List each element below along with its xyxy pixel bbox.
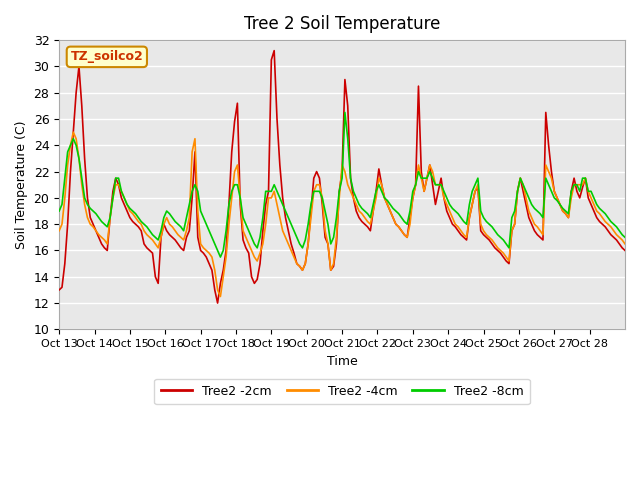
Y-axis label: Soil Temperature (C): Soil Temperature (C) (15, 120, 28, 249)
Text: TZ_soilco2: TZ_soilco2 (70, 50, 143, 63)
Legend: Tree2 -2cm, Tree2 -4cm, Tree2 -8cm: Tree2 -2cm, Tree2 -4cm, Tree2 -8cm (154, 379, 530, 404)
Title: Tree 2 Soil Temperature: Tree 2 Soil Temperature (244, 15, 440, 33)
X-axis label: Time: Time (326, 355, 358, 368)
